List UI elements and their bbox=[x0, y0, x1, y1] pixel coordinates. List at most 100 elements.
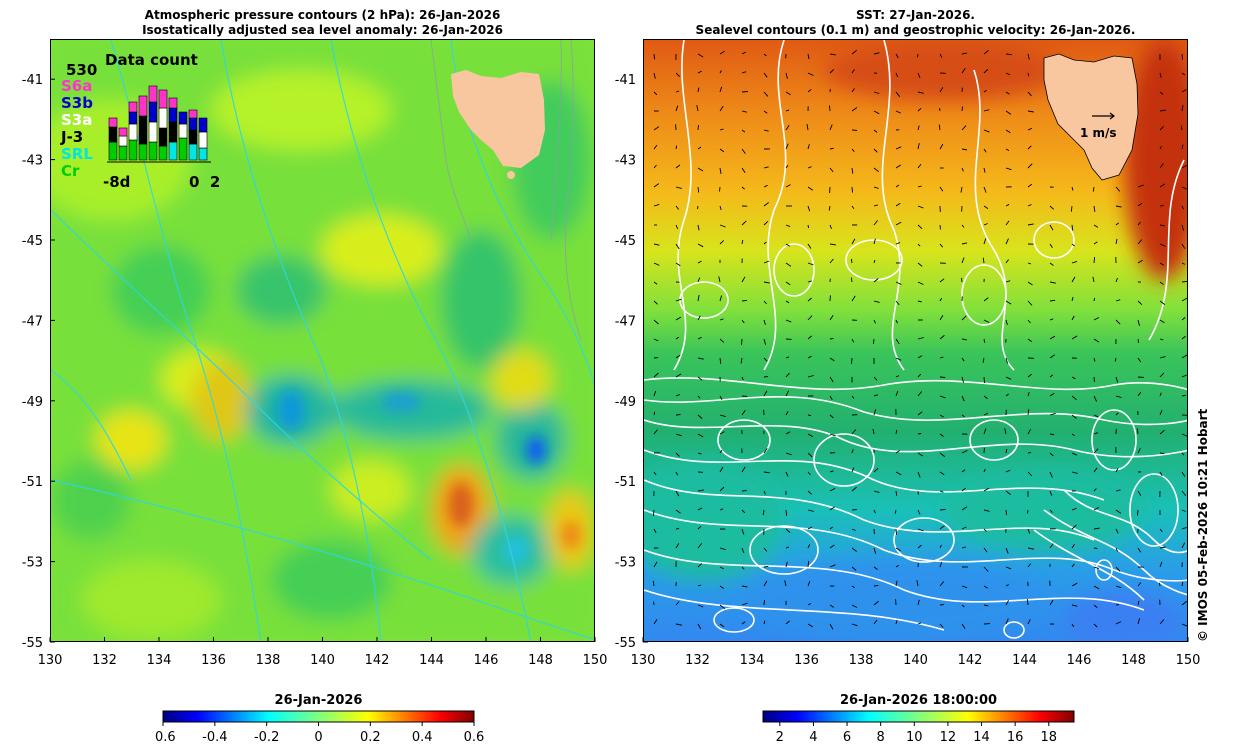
velocity-arrow bbox=[1049, 205, 1054, 210]
velocity-arrow bbox=[1181, 186, 1187, 190]
velocity-arrow bbox=[1027, 110, 1034, 113]
velocity-arrow bbox=[1115, 585, 1122, 589]
velocity-arrow bbox=[1071, 276, 1076, 283]
velocity-arrow bbox=[785, 528, 791, 533]
velocity-arrow bbox=[1005, 72, 1011, 76]
velocity-arrow bbox=[895, 319, 898, 324]
velocity-arrow bbox=[1181, 144, 1184, 150]
velocity-arrow bbox=[895, 429, 898, 435]
colorbar-tick-label: -0.2 bbox=[254, 730, 279, 744]
velocity-arrow bbox=[917, 143, 920, 150]
colorbar-tick-label: -0.6 bbox=[155, 730, 176, 744]
velocity-arrow bbox=[675, 336, 680, 340]
velocity-arrow bbox=[653, 429, 658, 435]
velocity-arrow bbox=[939, 376, 946, 378]
velocity-arrow bbox=[1159, 471, 1163, 477]
velocity-arrow bbox=[829, 526, 833, 530]
velocity-arrow bbox=[1114, 357, 1117, 362]
velocity-arrow bbox=[895, 221, 902, 226]
velocity-arrow bbox=[851, 623, 858, 627]
velocity-arrow bbox=[895, 300, 900, 306]
velocity-arrow bbox=[983, 186, 987, 193]
velocity-arrow bbox=[917, 91, 924, 94]
velocity-arrow bbox=[740, 357, 743, 364]
right-y-tick-label: -55 bbox=[615, 636, 636, 651]
velocity-arrow bbox=[763, 338, 767, 345]
velocity-arrow bbox=[917, 300, 922, 303]
velocity-arrow bbox=[961, 338, 967, 341]
velocity-arrow bbox=[719, 240, 725, 245]
colorbar-tick-label: 0.2 bbox=[360, 730, 381, 744]
velocity-arrow bbox=[1115, 319, 1121, 325]
velocity-arrow bbox=[1181, 509, 1186, 512]
velocity-arrow bbox=[895, 184, 900, 188]
velocity-arrow bbox=[1137, 319, 1140, 326]
velocity-arrow bbox=[873, 584, 879, 587]
velocity-arrow bbox=[653, 561, 658, 568]
velocity-arrow bbox=[1005, 53, 1012, 56]
right-map-plot[interactable]: 1 m/s bbox=[643, 39, 1188, 642]
velocity-arrow bbox=[719, 318, 724, 321]
velocity-arrow bbox=[1049, 599, 1054, 606]
velocity-arrow bbox=[983, 528, 987, 532]
velocity-arrow bbox=[1181, 623, 1187, 627]
velocity-arrow bbox=[829, 124, 833, 131]
velocity-arrow bbox=[895, 164, 902, 169]
velocity-arrow bbox=[1137, 490, 1142, 496]
left-map-plot[interactable]: Data count 530 S6a S3b S3a J-3 SRL Cr bbox=[50, 39, 595, 642]
velocity-arrow bbox=[741, 509, 746, 514]
data-count-inset: Data count 530 S6a S3b S3a J-3 SRL Cr bbox=[61, 52, 221, 192]
velocity-arrow bbox=[697, 125, 699, 131]
velocity-arrow bbox=[1159, 528, 1163, 533]
velocity-arrow bbox=[851, 167, 854, 174]
velocity-arrow bbox=[1137, 338, 1140, 343]
velocity-arrow bbox=[1180, 125, 1183, 131]
velocity-arrow bbox=[675, 224, 679, 230]
velocity-arrow bbox=[939, 525, 945, 530]
left-y-tick-label: -53 bbox=[22, 556, 43, 571]
velocity-arrow bbox=[785, 356, 790, 359]
velocity-arrow bbox=[1027, 183, 1033, 188]
velocity-arrow bbox=[1115, 238, 1118, 245]
velocity-arrow bbox=[1093, 257, 1096, 264]
velocity-arrow bbox=[1159, 91, 1164, 95]
velocity-arrow bbox=[829, 53, 836, 56]
velocity-arrow bbox=[1070, 205, 1073, 212]
velocity-arrow bbox=[785, 561, 788, 568]
velocity-arrow bbox=[697, 376, 703, 381]
velocity-arrow bbox=[807, 526, 813, 530]
velocity-arrow bbox=[873, 394, 879, 397]
velocity-arrow bbox=[675, 601, 680, 606]
velocity-arrow bbox=[1071, 507, 1077, 511]
velocity-arrow bbox=[697, 584, 702, 587]
velocity-arrow bbox=[873, 600, 879, 606]
velocity-arrow bbox=[675, 262, 681, 267]
velocity-arrow bbox=[763, 241, 767, 245]
velocity-arrow bbox=[983, 68, 989, 74]
velocity-arrow bbox=[1005, 148, 1010, 151]
velocity-arrow bbox=[785, 262, 792, 267]
velocity-arrow bbox=[763, 300, 767, 305]
velocity-arrow bbox=[763, 110, 768, 114]
velocity-arrow bbox=[851, 357, 853, 364]
velocity-arrow bbox=[961, 125, 967, 131]
velocity-arrow bbox=[1181, 601, 1187, 606]
velocity-arrow bbox=[895, 490, 898, 496]
velocity-arrow bbox=[961, 450, 968, 454]
velocity-arrow bbox=[1049, 262, 1054, 266]
velocity-arrow bbox=[851, 566, 857, 571]
velocity-arrow bbox=[983, 566, 989, 572]
velocity-arrow bbox=[763, 72, 768, 78]
velocity-arrow bbox=[983, 89, 987, 93]
velocity-arrow bbox=[851, 205, 855, 209]
velocity-scale-label: 1 m/s bbox=[1080, 126, 1117, 140]
velocity-arrow bbox=[806, 124, 809, 131]
velocity-arrow bbox=[916, 580, 919, 587]
velocity-arrow bbox=[939, 508, 946, 511]
velocity-arrow bbox=[1005, 469, 1011, 473]
velocity-arrow bbox=[895, 471, 902, 476]
velocity-arrow bbox=[719, 86, 723, 93]
velocity-arrow bbox=[1026, 509, 1029, 514]
velocity-arrow bbox=[1027, 223, 1034, 226]
right-y-tick-label: -47 bbox=[615, 314, 636, 329]
